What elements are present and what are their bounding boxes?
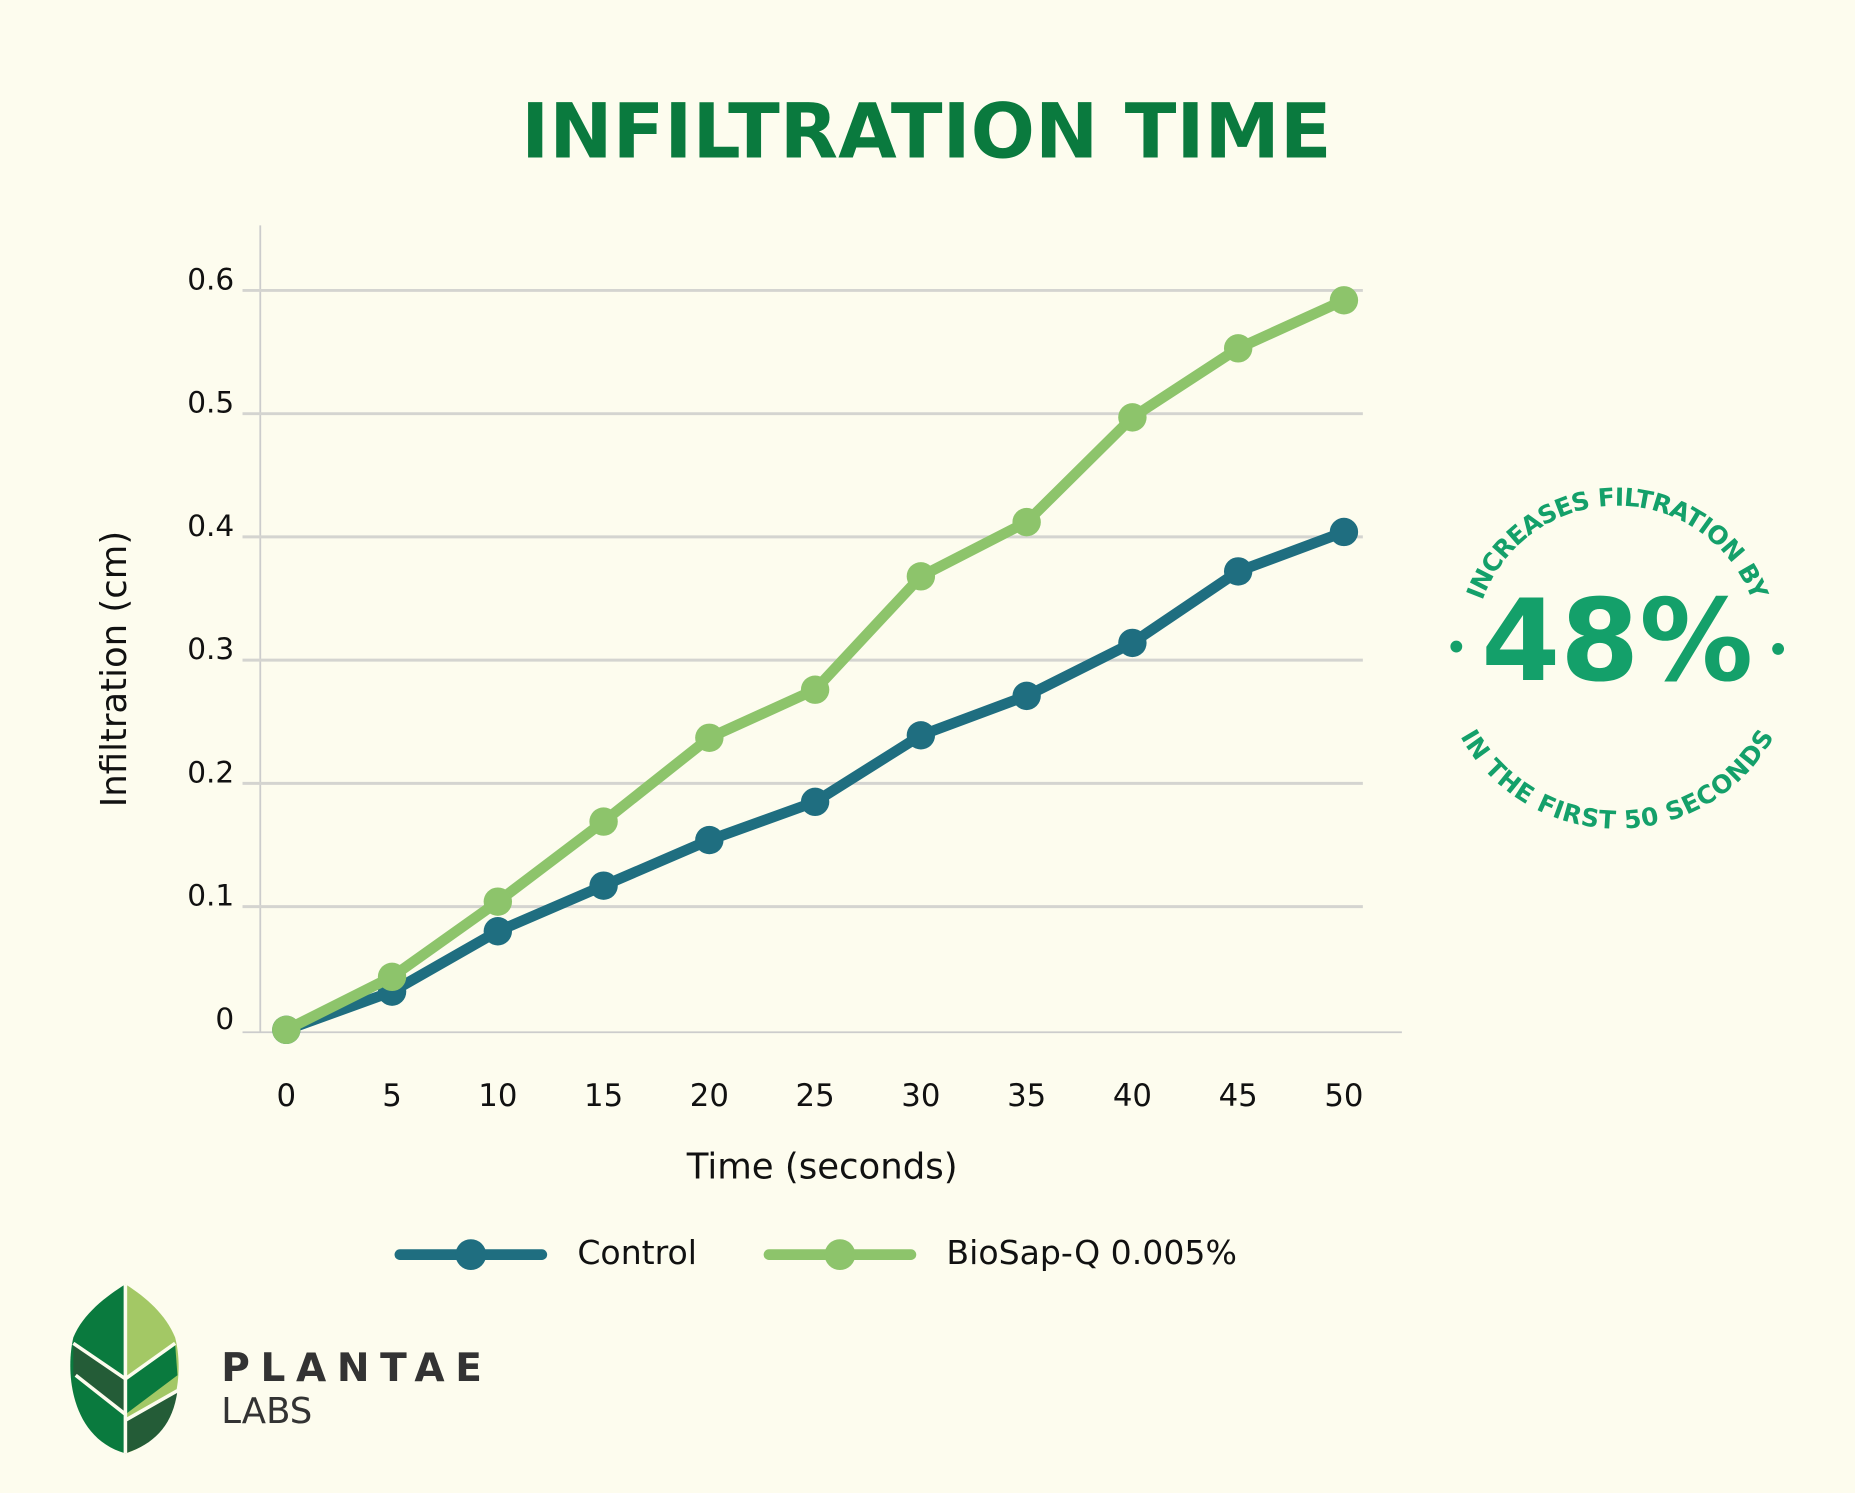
data-point — [589, 871, 618, 900]
data-point — [906, 562, 936, 591]
leaf-veins — [72, 1284, 179, 1454]
x-tick-label: 35 — [1007, 1078, 1046, 1114]
y-tick-label: 0.5 — [187, 386, 234, 420]
data-point — [906, 721, 936, 750]
x-tick-label: 10 — [478, 1078, 517, 1114]
leaf-part — [125, 1390, 178, 1454]
logo-sub: LABS — [221, 1391, 312, 1432]
x-tick-label: 40 — [1113, 1078, 1152, 1114]
data-point — [483, 917, 513, 946]
y-tick-label: 0.3 — [187, 632, 234, 666]
badge-dot — [1450, 640, 1463, 653]
y-tick-label: 0.4 — [187, 509, 234, 543]
x-tick-label: 0 — [277, 1078, 297, 1114]
legend-dot — [455, 1239, 487, 1270]
data-point — [1223, 334, 1253, 363]
data-point — [589, 807, 618, 836]
badge-value: 48% — [1481, 575, 1753, 707]
data-point — [272, 1015, 301, 1045]
y-tick-label: 0.1 — [187, 879, 234, 913]
data-point — [1118, 628, 1147, 658]
x-tick-label: 30 — [901, 1078, 940, 1114]
data-point — [695, 825, 724, 855]
legend-label: BioSap-Q 0.005% — [946, 1233, 1236, 1272]
x-tick-label: 5 — [382, 1078, 402, 1114]
y-axis-label: Infiltration (cm) — [94, 531, 135, 807]
data-point — [483, 887, 513, 916]
leaf-part — [73, 1343, 126, 1415]
data-point — [695, 723, 724, 752]
data-point — [1012, 507, 1041, 537]
x-axis-label: Time (seconds) — [686, 1146, 958, 1187]
data-point — [1118, 403, 1147, 432]
data-point — [1223, 557, 1253, 586]
x-tick-label: 50 — [1324, 1078, 1363, 1114]
data-point — [1012, 681, 1041, 711]
chart-title: INFILTRATION TIME — [521, 88, 1331, 176]
logo-name: PLANTAE — [221, 1346, 492, 1391]
logo: PLANTAE LABS — [70, 1284, 492, 1454]
data-point — [1329, 517, 1359, 547]
y-tick-label: 0.6 — [187, 262, 234, 296]
legend-dot — [824, 1239, 856, 1270]
y-tick-label: 0 — [215, 1002, 234, 1036]
y-tick-label: 0.2 — [187, 755, 234, 789]
x-tick-label: 45 — [1219, 1078, 1258, 1114]
data-point — [1329, 286, 1359, 315]
leaf-part — [125, 1343, 178, 1415]
badge-dot — [1772, 642, 1785, 655]
legend-label: Control — [577, 1233, 697, 1272]
data-point — [377, 962, 407, 992]
data-point — [800, 787, 830, 817]
x-tick-label: 25 — [796, 1078, 835, 1114]
x-tick-label: 20 — [690, 1078, 729, 1114]
data-point — [800, 675, 830, 704]
x-tick-label: 15 — [584, 1078, 623, 1114]
